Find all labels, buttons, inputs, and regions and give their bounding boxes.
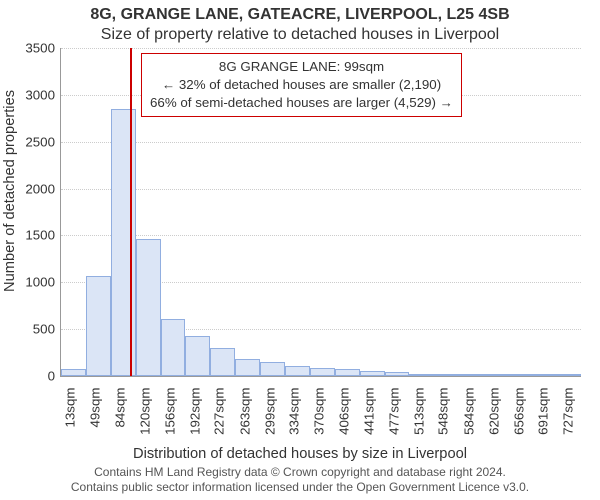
grid-line <box>61 48 581 49</box>
plot-area: 050010001500200025003000350013sqm49sqm84… <box>60 48 581 377</box>
xtick-label: 620sqm <box>486 388 501 435</box>
grid-line <box>61 142 581 143</box>
grid-line <box>61 189 581 190</box>
ytick-label: 0 <box>48 369 55 384</box>
ytick-label: 2500 <box>25 134 55 149</box>
ytick-label: 3000 <box>25 87 55 102</box>
grid-line <box>61 235 581 236</box>
histogram-bar <box>285 366 310 376</box>
xtick-label: 299sqm <box>262 388 277 435</box>
histogram-bar <box>210 348 235 376</box>
histogram-bar <box>136 239 161 376</box>
histogram-bar <box>434 374 459 376</box>
ytick-label: 2000 <box>25 181 55 196</box>
xtick-label: 84sqm <box>112 388 127 428</box>
xtick-label: 513sqm <box>412 388 427 435</box>
histogram-bar <box>260 362 285 376</box>
xtick-label: 370sqm <box>312 388 327 435</box>
property-marker-line <box>130 48 132 376</box>
histogram-bar <box>509 374 534 376</box>
y-axis-label: Number of detached properties <box>2 90 18 292</box>
xtick-label: 192sqm <box>188 388 203 435</box>
xtick-label: 156sqm <box>162 388 177 435</box>
xtick-label: 691sqm <box>536 388 551 435</box>
attribution-text: Contains HM Land Registry data © Crown c… <box>0 465 600 496</box>
x-axis-label: Distribution of detached houses by size … <box>0 446 600 462</box>
xtick-label: 227sqm <box>212 388 227 435</box>
xtick-label: 13sqm <box>63 388 78 428</box>
attribution-line1: Contains HM Land Registry data © Crown c… <box>94 465 506 479</box>
xtick-label: 477sqm <box>386 388 401 435</box>
ytick-label: 1500 <box>25 228 55 243</box>
ytick-label: 1000 <box>25 275 55 290</box>
histogram-bar <box>534 374 558 376</box>
annotation-line: 8G GRANGE LANE: 99sqm <box>150 58 453 76</box>
ytick-label: 3500 <box>25 41 55 56</box>
xtick-label: 120sqm <box>137 388 152 435</box>
histogram-bar <box>335 369 360 376</box>
histogram-bar <box>235 359 259 376</box>
histogram-bar <box>310 368 334 376</box>
annotation-box: 8G GRANGE LANE: 99sqm← 32% of detached h… <box>141 53 462 117</box>
xtick-label: 727sqm <box>561 388 576 435</box>
histogram-bar <box>385 372 409 376</box>
xtick-label: 334sqm <box>287 388 302 435</box>
histogram-bar <box>559 374 581 376</box>
histogram-bar <box>161 319 185 376</box>
chart-title-line2: Size of property relative to detached ho… <box>0 26 600 44</box>
attribution-line2: Contains public sector information licen… <box>71 480 529 494</box>
histogram-bar <box>61 369 86 376</box>
histogram-bar <box>409 374 434 376</box>
annotation-line: ← 32% of detached houses are smaller (2,… <box>150 76 453 94</box>
histogram-bar <box>185 336 210 376</box>
histogram-bar <box>360 371 385 376</box>
histogram-bar <box>460 374 484 376</box>
histogram-bar <box>86 276 110 376</box>
xtick-label: 406sqm <box>337 388 352 435</box>
histogram-bar <box>484 374 509 376</box>
xtick-label: 656sqm <box>511 388 526 435</box>
chart-title-line1: 8G, GRANGE LANE, GATEACRE, LIVERPOOL, L2… <box>0 6 600 24</box>
xtick-label: 441sqm <box>361 388 376 435</box>
ytick-label: 500 <box>33 322 55 337</box>
xtick-label: 263sqm <box>237 388 252 435</box>
xtick-label: 584sqm <box>461 388 476 435</box>
xtick-label: 49sqm <box>88 388 103 428</box>
annotation-line: 66% of semi-detached houses are larger (… <box>150 94 453 112</box>
xtick-label: 548sqm <box>436 388 451 435</box>
